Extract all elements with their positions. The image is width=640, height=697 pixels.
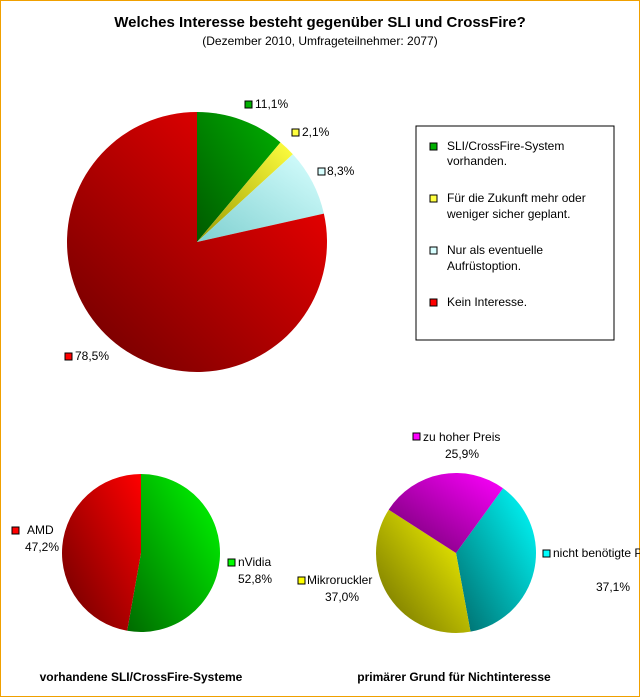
label-marker [412,432,421,441]
label-marker [297,576,306,585]
legend-label: Nur als eventuelle [447,243,543,257]
chart-title: Welches Interesse besteht gegenüber SLI … [114,14,526,31]
label-marker [64,352,73,361]
slice-name: zu hoher Preis [423,430,500,444]
pie-slice [456,488,537,632]
chart-subtitle: (Dezember 2010, Umfrageteilnehmer: 2077) [202,34,437,48]
slice-name: nVidia [238,555,271,569]
legend-label: Für die Zukunft mehr oder [447,191,586,205]
sli-systems-pie-labels: nVidia 52,8% AMD 47,2% [11,523,272,586]
legend-swatch [429,194,438,203]
main-pie [67,112,328,372]
label-marker [11,526,20,535]
sli-systems-pie [62,474,221,632]
pie-slice [388,472,504,553]
sli-systems-title: vorhandene SLI/CrossFire-Systeme [40,670,243,684]
slice-label: 37,0% [325,590,359,604]
reason-title: primärer Grund für Nichtinteresse [357,670,551,684]
slice-label: 11,1% [255,97,288,111]
legend-swatch [429,246,438,255]
pie-slice [67,112,328,372]
label-marker [542,549,551,558]
slice-label: 8,3% [327,164,355,178]
legend-label: Kein Interesse. [447,295,527,309]
slice-label: 2,1% [302,125,330,139]
slice-label: 52,8% [238,572,272,586]
slice-label: 37,1% [596,580,630,594]
reason-pie [375,472,537,633]
legend-label: SLI/CrossFire-System [447,139,564,153]
label-marker [244,100,253,109]
slice-name: AMD [27,523,54,537]
main-pie-labels: 11,1% 2,1% 8,3% 78,5% [64,97,355,363]
pie-slice [375,509,471,633]
legend-swatch [429,142,438,151]
legend-label: weniger sicher geplant. [446,207,570,221]
pie-slice [197,112,281,242]
slice-label: 25,9% [445,447,479,461]
label-marker [291,128,300,137]
slice-name: Mikroruckler [307,573,372,587]
pie-slice [197,142,293,242]
pie-slice [197,154,324,242]
slice-label: 47,2% [25,540,59,554]
legend-box [415,125,615,341]
main-legend: SLI/CrossFire-System vorhanden. Für die … [415,125,615,341]
reason-pie-labels: nicht benötigte Performance 37,1% Mikror… [297,430,640,604]
legend-swatch [429,298,438,307]
legend-label: Aufrüstoption. [447,259,521,273]
label-marker [227,558,236,567]
label-marker [317,167,326,176]
slice-name: nicht benötigte Performance [553,546,640,560]
pie-slice [62,474,141,631]
slice-label: 78,5% [75,349,109,363]
pie-slice [127,474,221,632]
legend-label: vorhanden. [447,154,507,168]
